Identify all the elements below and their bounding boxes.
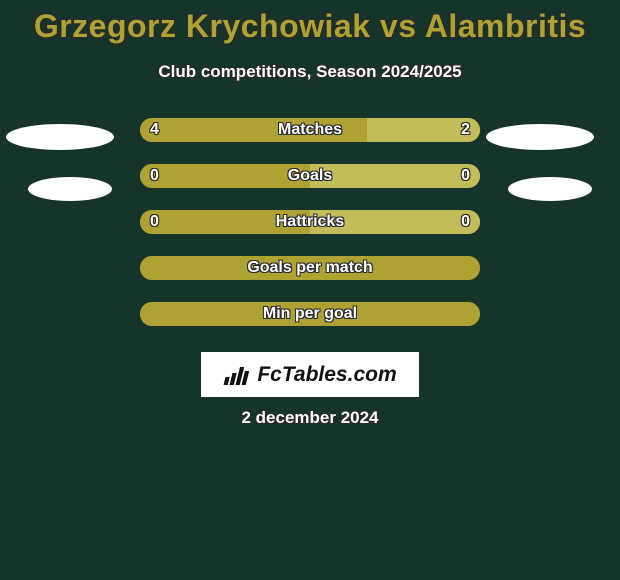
stat-label: Goals per match [140, 256, 480, 280]
watermark-text: FcTables.com [257, 363, 396, 387]
comparison-card: Grzegorz Krychowiak vs Alambritis Club c… [0, 0, 620, 580]
player-photo-placeholder [486, 124, 594, 150]
page-title: Grzegorz Krychowiak vs Alambritis [0, 8, 620, 45]
player-photo-placeholder [508, 177, 592, 201]
value-right: 2 [461, 118, 470, 142]
stat-row-goals: 0 Goals 0 [140, 164, 480, 188]
player-photo-placeholder [6, 124, 114, 150]
subtitle: Club competitions, Season 2024/2025 [0, 62, 620, 82]
stats-panel: 4 Matches 2 0 Goals 0 0 Hattricks 0 Goal… [140, 118, 480, 348]
stat-label: Min per goal [140, 302, 480, 326]
value-right: 0 [461, 210, 470, 234]
player-photo-placeholder [28, 177, 112, 201]
stat-label: Goals [140, 164, 480, 188]
stat-row-min-per-goal: Min per goal [140, 302, 480, 326]
bar-chart-icon [223, 363, 251, 387]
watermark-link[interactable]: FcTables.com [201, 352, 419, 397]
stat-label: Matches [140, 118, 480, 142]
title-text: Grzegorz Krychowiak vs Alambritis [34, 8, 586, 44]
stat-row-hattricks: 0 Hattricks 0 [140, 210, 480, 234]
stat-row-matches: 4 Matches 2 [140, 118, 480, 142]
date-label: 2 december 2024 [0, 408, 620, 428]
stat-row-goals-per-match: Goals per match [140, 256, 480, 280]
stat-label: Hattricks [140, 210, 480, 234]
value-right: 0 [461, 164, 470, 188]
